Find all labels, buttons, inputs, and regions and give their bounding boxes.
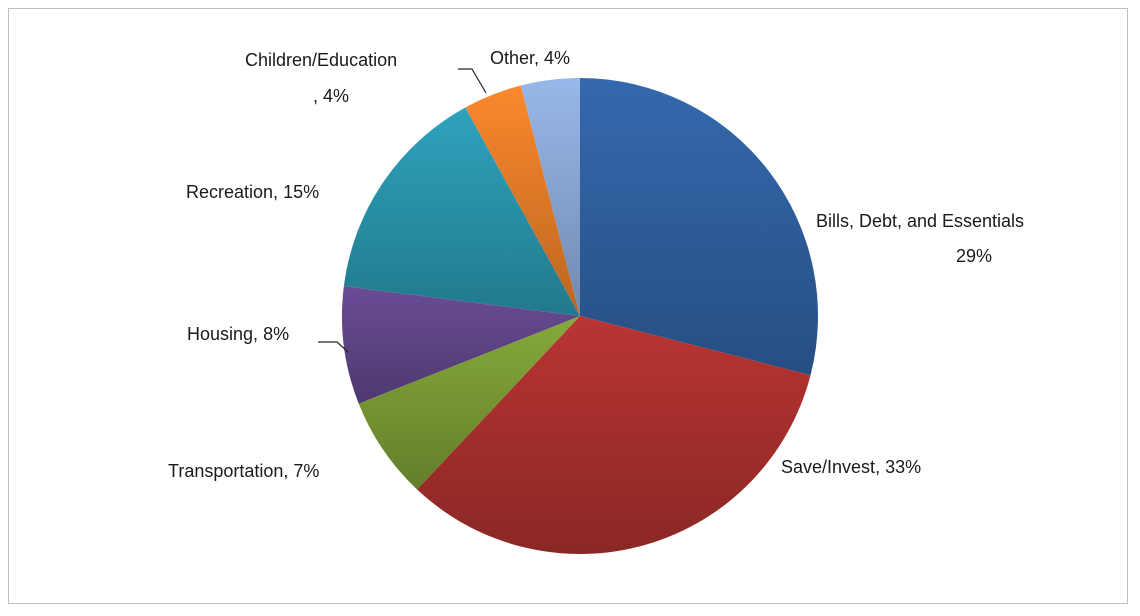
data-label-children-education-value: , 4% <box>313 86 349 106</box>
pie-slices <box>342 78 818 554</box>
data-label-transportation: Transportation, 7% <box>168 461 319 481</box>
leader-lines <box>318 68 487 353</box>
pie-slice-other <box>520 78 580 316</box>
pie-slice-bills-debt-and-essentials <box>580 78 818 376</box>
leader-line-housing <box>318 341 349 353</box>
pie-slice-save-invest <box>417 316 811 554</box>
data-label-save-invest: Save/Invest, 33% <box>781 457 921 477</box>
leader-line-children-education <box>458 68 487 94</box>
data-label-bills-value: 29% <box>956 246 992 266</box>
data-label-bills-line1: Bills, Debt, and Essentials <box>816 211 1024 231</box>
data-label-children-education-line1: Children/Education <box>245 50 397 70</box>
pie-slice-recreation <box>343 107 580 316</box>
data-labels: Bills, Debt, and Essentials 29% Save/Inv… <box>168 48 1024 481</box>
pie-slice-transportation <box>358 316 580 490</box>
data-label-recreation: Recreation, 15% <box>186 182 319 202</box>
data-label-other: Other, 4% <box>490 48 570 68</box>
pie-slice-children-education <box>465 85 580 316</box>
data-label-housing: Housing, 8% <box>187 324 289 344</box>
pie-slice-housing <box>342 286 580 404</box>
